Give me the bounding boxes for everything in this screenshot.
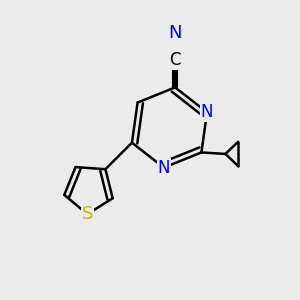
Text: N: N [158, 159, 170, 177]
Text: N: N [201, 103, 213, 121]
Text: C: C [169, 51, 181, 69]
Text: N: N [168, 24, 182, 42]
Text: S: S [82, 205, 93, 223]
